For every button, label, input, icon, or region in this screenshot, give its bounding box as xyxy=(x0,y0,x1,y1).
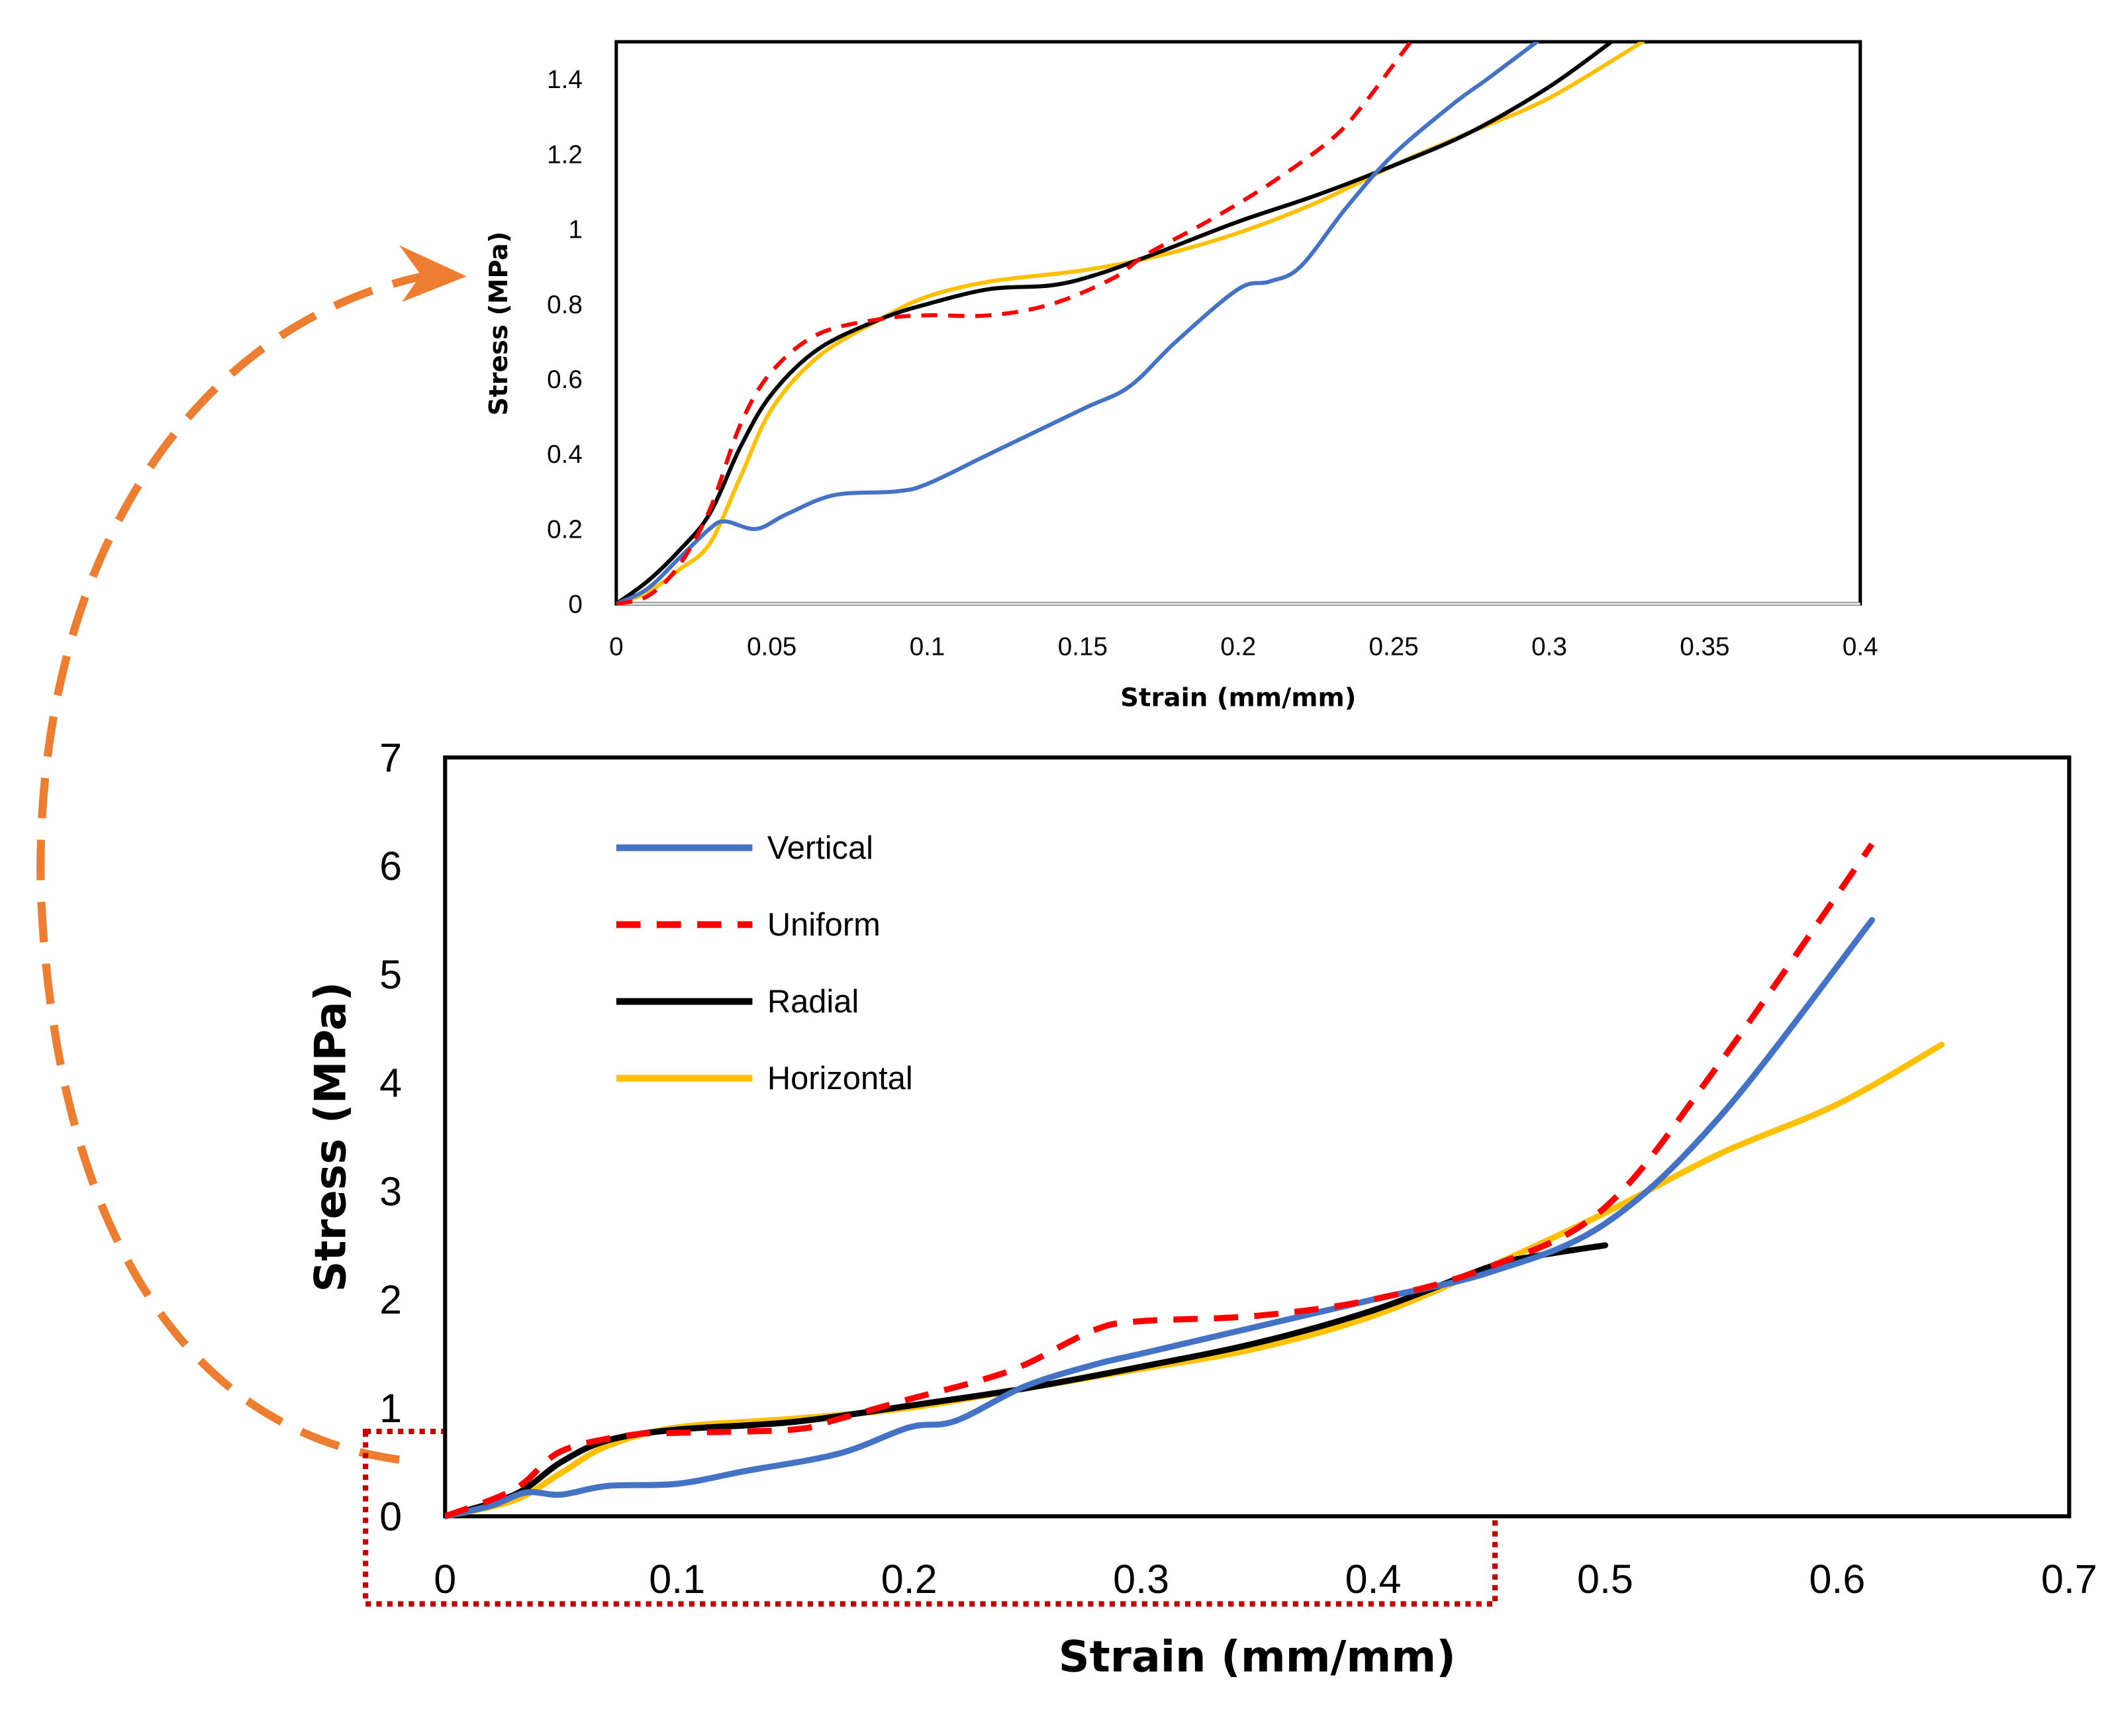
x-tick-label: 0.3 xyxy=(1531,632,1567,661)
series-line-uniform xyxy=(445,842,1875,1519)
y-tick-label: 0 xyxy=(568,591,583,619)
y-tick-label: 1 xyxy=(379,1386,402,1431)
arrow-head-icon xyxy=(399,245,467,302)
x-tick-label: 0.2 xyxy=(1220,632,1256,661)
x-axis-title: Strain (mm/mm) xyxy=(1059,1632,1456,1682)
y-axis-title: Stress (MPa) xyxy=(307,982,356,1292)
x-tick-label: 0.7 xyxy=(2041,1557,2097,1602)
x-tick-label: 0.3 xyxy=(1113,1557,1169,1602)
legend-label-uniform: Uniform xyxy=(767,907,881,943)
legend-label-radial: Radial xyxy=(767,984,859,1020)
series-group xyxy=(616,42,1645,606)
y-tick-label: 0.6 xyxy=(547,365,583,394)
y-tick-label: 1.4 xyxy=(547,66,583,94)
y-tick-label: 7 xyxy=(379,735,402,780)
y-axis-title: Stress (MPa) xyxy=(484,231,514,415)
y-tick-label: 3 xyxy=(379,1169,402,1214)
series-line-vertical xyxy=(445,917,1876,1519)
y-tick-label: 4 xyxy=(379,1061,402,1106)
series-line-vertical xyxy=(616,42,1539,606)
y-tick-label: 1 xyxy=(568,216,583,244)
series-line-uniform xyxy=(616,42,1414,606)
y-tick-label: 0.4 xyxy=(547,440,583,469)
zoom-callout-arrow-arc xyxy=(36,271,430,1464)
x-tick-label: 0.1 xyxy=(649,1557,705,1602)
x-tick-label: 0.05 xyxy=(747,632,796,661)
series-line-radial xyxy=(616,42,1614,606)
inset-chart: 0 0.05 0.1 0.15 0.2 0.25 0.3 0.35 0.4 0 0.2 0.4 0.6 0… xyxy=(484,40,1878,713)
x-tick-label: 0 xyxy=(609,632,624,661)
y-tick-label: 5 xyxy=(379,952,402,997)
plot-area xyxy=(443,755,2072,1519)
x-tick-label: 0.6 xyxy=(1809,1557,1865,1602)
y-tick-label: 0.2 xyxy=(547,515,583,544)
y-tick-label: 2 xyxy=(379,1277,402,1322)
x-tick-label: 0.15 xyxy=(1058,632,1108,661)
y-tick-label: 1.2 xyxy=(547,140,583,169)
y-tick-label: 6 xyxy=(379,844,402,889)
x-tick-label: 0.1 xyxy=(910,632,945,661)
y-tick-label: 0 xyxy=(379,1494,402,1539)
x-tick-label: 0.2 xyxy=(881,1557,937,1602)
legend-label-vertical: Vertical xyxy=(767,830,873,866)
x-tick-label: 0.4 xyxy=(1345,1557,1402,1602)
x-tick-label: 0.25 xyxy=(1369,632,1419,661)
x-tick-label: 0.5 xyxy=(1577,1557,1633,1602)
main-chart: 0 0.1 0.2 0.3 0.4 0.5 0.6 0.7 0 1 2 3 4 5 6 7 Strain (mm… xyxy=(307,735,2097,1682)
y-tick-label: 0.8 xyxy=(547,291,583,319)
legend-label-horizontal: Horizontal xyxy=(767,1061,913,1096)
series-group xyxy=(445,842,1945,1519)
x-tick-label: 0.35 xyxy=(1680,632,1729,661)
x-axis-title: Strain (mm/mm) xyxy=(1120,683,1356,713)
x-tick-label: 0.4 xyxy=(1843,632,1878,661)
x-tick-label: 0 xyxy=(434,1557,456,1602)
plot-area xyxy=(614,40,1862,606)
